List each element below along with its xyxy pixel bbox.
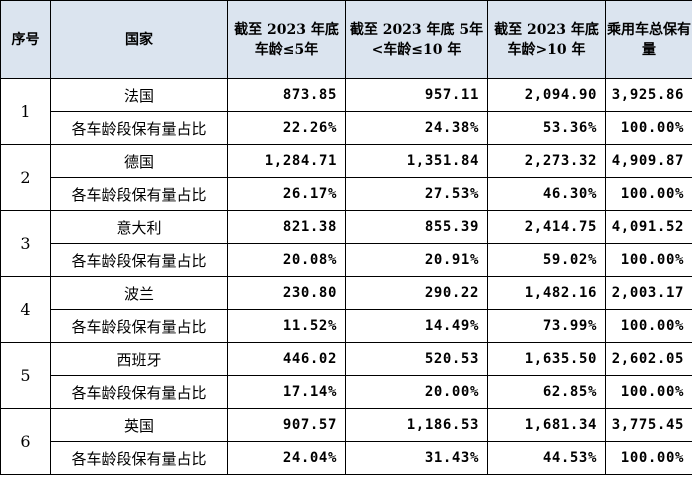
share-row: 各车龄段保有量占比 11.52% 14.49% 73.99% 100.00% xyxy=(1,309,692,343)
country-row: 1 法国 873.85 957.11 2,094.90 3,925.86 xyxy=(0,78,692,145)
value-cell-age-gt10: 2,094.90 xyxy=(487,78,606,112)
seq-cell: 2 xyxy=(0,144,51,211)
value-cell-total: 3,925.86 xyxy=(605,78,692,112)
share-cell-age-le5: 22.26% xyxy=(227,111,346,145)
header-row: 序号 国家 截至 2023 年底车龄≤5年 截至 2023 年底 5年<车龄≤1… xyxy=(0,0,692,79)
share-cell-total: 100.00% xyxy=(605,111,692,145)
value-cell-age-5-10: 290.22 xyxy=(345,276,488,310)
seq-cell: 5 xyxy=(0,342,51,409)
share-cell-age-le5: 24.04% xyxy=(227,441,346,475)
share-cell-age-le5: 11.52% xyxy=(227,309,346,343)
share-row: 各车龄段保有量占比 22.26% 24.38% 53.36% 100.00% xyxy=(1,111,692,145)
country-name-cell: 法国 xyxy=(50,78,228,112)
value-cell-age-le5: 230.80 xyxy=(227,276,346,310)
value-cell-age-gt10: 1,482.16 xyxy=(487,276,606,310)
value-cell-age-gt10: 1,681.34 xyxy=(487,408,606,442)
share-cell-age-5-10: 20.00% xyxy=(345,375,488,409)
share-label-cell: 各车龄段保有量占比 xyxy=(50,309,228,343)
share-cell-age-le5: 26.17% xyxy=(227,177,346,211)
value-cell-total: 3,775.45 xyxy=(605,408,692,442)
share-cell-age-le5: 20.08% xyxy=(227,243,346,277)
vehicle-age-table: 序号 国家 截至 2023 年底车龄≤5年 截至 2023 年底 5年<车龄≤1… xyxy=(0,0,692,475)
share-label-cell: 各车龄段保有量占比 xyxy=(50,441,228,475)
table-body: 1 法国 873.85 957.11 2,094.90 3,925.86 各车龄段保有量占比… xyxy=(0,78,692,475)
share-cell-total: 100.00% xyxy=(605,375,692,409)
value-cell-total: 4,091.52 xyxy=(605,210,692,244)
share-cell-total: 100.00% xyxy=(605,243,692,277)
share-row: 各车龄段保有量占比 20.08% 20.91% 59.02% 100.00% xyxy=(1,243,692,277)
share-row: 各车龄段保有量占比 24.04% 31.43% 44.53% 100.00% xyxy=(1,441,692,475)
share-label-cell: 各车龄段保有量占比 xyxy=(50,111,228,145)
seq-cell: 1 xyxy=(0,78,51,145)
value-cell-age-gt10: 2,273.32 xyxy=(487,144,606,178)
country-row: 6 英国 907.57 1,186.53 1,681.34 3,775.45 xyxy=(0,408,692,475)
country-name-cell: 英国 xyxy=(50,408,228,442)
value-cell-age-5-10: 957.11 xyxy=(345,78,488,112)
value-cell-age-5-10: 520.53 xyxy=(345,342,488,376)
share-cell-age-gt10: 44.53% xyxy=(487,441,606,475)
value-cell-age-gt10: 1,635.50 xyxy=(487,342,606,376)
header-age-le5: 截至 2023 年底车龄≤5年 xyxy=(227,0,346,79)
share-cell-total: 100.00% xyxy=(605,441,692,475)
share-label-cell: 各车龄段保有量占比 xyxy=(50,375,228,409)
share-cell-age-5-10: 20.91% xyxy=(345,243,488,277)
seq-cell: 6 xyxy=(0,408,51,475)
share-cell-age-gt10: 46.30% xyxy=(487,177,606,211)
share-cell-age-gt10: 62.85% xyxy=(487,375,606,409)
share-row: 各车龄段保有量占比 26.17% 27.53% 46.30% 100.00% xyxy=(1,177,692,211)
value-cell-total: 4,909.87 xyxy=(605,144,692,178)
header-age-gt10: 截至 2023 年底车龄>10 年 xyxy=(487,0,606,79)
value-cell-age-5-10: 1,186.53 xyxy=(345,408,488,442)
header-country: 国家 xyxy=(50,0,228,79)
country-row: 2 德国 1,284.71 1,351.84 2,273.32 4,909.87 xyxy=(0,144,692,211)
value-cell-age-le5: 821.38 xyxy=(227,210,346,244)
seq-cell: 4 xyxy=(0,276,51,343)
value-cell-age-le5: 873.85 xyxy=(227,78,346,112)
share-cell-total: 100.00% xyxy=(605,177,692,211)
header-age-5-10: 截至 2023 年底 5年<车龄≤10 年 xyxy=(345,0,488,79)
country-name-cell: 波兰 xyxy=(50,276,228,310)
share-label-cell: 各车龄段保有量占比 xyxy=(50,243,228,277)
share-cell-age-5-10: 31.43% xyxy=(345,441,488,475)
country-name-cell: 西班牙 xyxy=(50,342,228,376)
header-total: 乘用车总保有量 xyxy=(605,0,692,79)
value-cell-total: 2,003.17 xyxy=(605,276,692,310)
value-cell-age-le5: 1,284.71 xyxy=(227,144,346,178)
share-cell-age-gt10: 59.02% xyxy=(487,243,606,277)
share-cell-age-gt10: 73.99% xyxy=(487,309,606,343)
value-cell-age-le5: 907.57 xyxy=(227,408,346,442)
value-cell-age-le5: 446.02 xyxy=(227,342,346,376)
share-cell-total: 100.00% xyxy=(605,309,692,343)
value-cell-total: 2,602.05 xyxy=(605,342,692,376)
country-row: 4 波兰 230.80 290.22 1,482.16 2,003.17 xyxy=(0,276,692,343)
header-seq: 序号 xyxy=(0,0,51,79)
share-cell-age-5-10: 27.53% xyxy=(345,177,488,211)
share-cell-age-le5: 17.14% xyxy=(227,375,346,409)
value-cell-age-gt10: 2,414.75 xyxy=(487,210,606,244)
country-row: 5 西班牙 446.02 520.53 1,635.50 2,602.05 xyxy=(0,342,692,409)
share-row: 各车龄段保有量占比 17.14% 20.00% 62.85% 100.00% xyxy=(1,375,692,409)
seq-cell: 3 xyxy=(0,210,51,277)
country-name-cell: 德国 xyxy=(50,144,228,178)
share-cell-age-gt10: 53.36% xyxy=(487,111,606,145)
value-cell-age-5-10: 1,351.84 xyxy=(345,144,488,178)
share-cell-age-5-10: 14.49% xyxy=(345,309,488,343)
country-name-cell: 意大利 xyxy=(50,210,228,244)
value-cell-age-5-10: 855.39 xyxy=(345,210,488,244)
share-label-cell: 各车龄段保有量占比 xyxy=(50,177,228,211)
share-cell-age-5-10: 24.38% xyxy=(345,111,488,145)
country-row: 3 意大利 821.38 855.39 2,414.75 4,091.52 xyxy=(0,210,692,277)
